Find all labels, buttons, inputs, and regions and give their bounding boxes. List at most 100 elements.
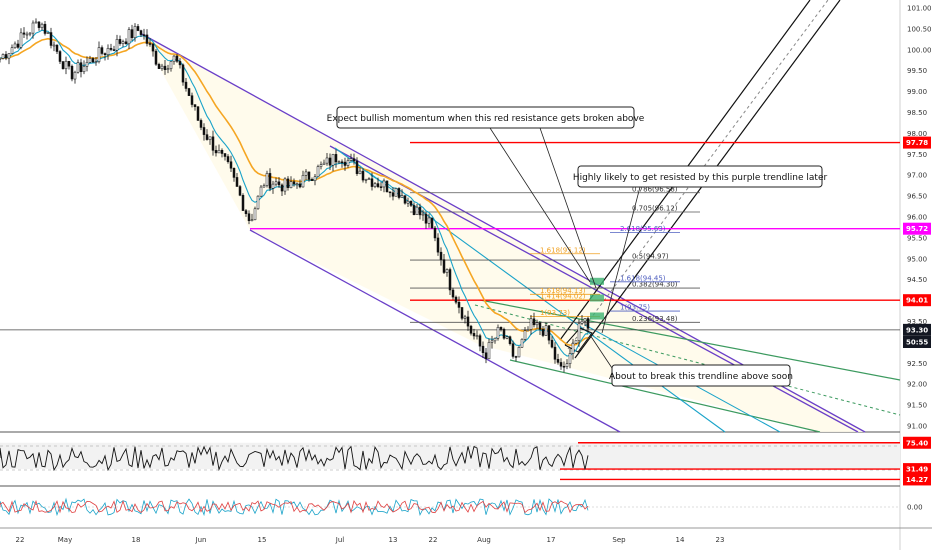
x-tick-label: Sep <box>612 536 626 544</box>
candle-body <box>136 26 140 31</box>
candle-body <box>427 217 431 224</box>
fib-level-label: 0.236(93.48) <box>632 315 678 323</box>
candle-body <box>145 34 149 44</box>
rsi-tag-label: 14.27 <box>906 476 928 484</box>
candle-body <box>94 61 98 63</box>
candle-body <box>493 337 497 342</box>
x-tick-label: May <box>58 536 72 544</box>
candle-body <box>532 318 536 326</box>
candle-body <box>364 179 368 181</box>
y-tick-label: 98.00 <box>907 130 927 138</box>
candle-body <box>247 213 251 222</box>
candle-body <box>346 160 350 166</box>
fib-extension-label: 1.618(95.12) <box>540 246 586 254</box>
candle-body <box>304 171 308 176</box>
candle-body <box>322 162 326 165</box>
candle-body <box>34 21 38 24</box>
candle-body <box>25 33 29 36</box>
x-tick-label: Aug <box>477 536 491 544</box>
candle-body <box>226 156 230 162</box>
candle-body <box>43 23 47 34</box>
candle-body <box>280 184 284 192</box>
y-tick-label: 99.50 <box>907 67 927 75</box>
candle-body <box>238 186 242 196</box>
candle-body <box>202 127 206 135</box>
candle-body <box>520 339 524 348</box>
candle-body <box>448 269 452 291</box>
fib-extension-label: 1.414(94.02) <box>540 292 586 300</box>
green-channel-lower <box>509 359 821 433</box>
fib-extension-label: 1(93.75) <box>620 304 650 312</box>
candle-body <box>484 352 488 360</box>
candle-body <box>73 71 77 80</box>
candle-body <box>538 322 542 330</box>
candle-body <box>418 206 422 216</box>
candle-body <box>544 325 548 336</box>
price-tag <box>903 336 931 348</box>
candle-body <box>124 41 128 45</box>
x-tick-label: Jul <box>335 536 345 544</box>
candle-body <box>253 208 257 221</box>
x-tick-label: 18 <box>132 536 141 544</box>
candle-body <box>454 296 458 303</box>
candle-body <box>343 161 347 166</box>
candle-body <box>379 186 383 188</box>
candle-body <box>160 65 164 69</box>
candle-body <box>553 346 557 360</box>
price-tag <box>903 323 931 336</box>
fib-extension-label: 1.618(94.45) <box>620 274 666 282</box>
candle-body <box>439 251 443 260</box>
candle-body <box>181 64 185 83</box>
candle-body <box>385 180 389 193</box>
price-tag <box>903 222 931 235</box>
candle-body <box>334 154 338 163</box>
annotation-box <box>336 106 635 129</box>
fibonacci-layer: 0.786(96.58) 0.705(96.12) 0.5(94.97) 0.382(… <box>410 185 700 353</box>
x-tick-label: 13 <box>389 536 398 544</box>
annotation-pointer <box>589 334 613 369</box>
candle-body <box>529 318 533 330</box>
fib-level-label: 0.5(94.97) <box>632 253 669 261</box>
candle-body <box>139 30 143 35</box>
candle-body <box>268 173 272 189</box>
candle-body <box>457 302 461 308</box>
candle-body <box>16 43 20 48</box>
candle-body <box>22 32 26 35</box>
candle-body <box>382 180 386 188</box>
candle-body <box>370 178 374 187</box>
candle-body <box>85 62 89 67</box>
y-tick-label: 92.50 <box>907 360 927 368</box>
rsi-line <box>0 445 589 472</box>
candle-body <box>316 166 320 178</box>
time-axis[interactable]: 22 May 18 Jun 15 Jul 13 22 Aug 17 Sep 14 23 <box>16 536 725 544</box>
candle-body <box>214 150 218 154</box>
y-tick-label: 97.50 <box>907 151 927 159</box>
candle-body <box>319 164 323 167</box>
candle-body <box>151 43 155 52</box>
candle-body <box>172 55 176 62</box>
candle-body <box>187 88 191 96</box>
y-tick-label: 91.00 <box>907 423 927 431</box>
candle-body <box>376 183 380 187</box>
candle-body <box>526 329 530 332</box>
candle-body <box>409 200 413 206</box>
y-tick-label: 97.00 <box>907 172 927 180</box>
candle-body <box>103 53 107 56</box>
candle-body <box>184 81 188 89</box>
candle-body <box>0 58 2 60</box>
candle-body <box>424 213 428 224</box>
candle-body <box>466 316 470 327</box>
candle-body <box>574 340 578 344</box>
y-tick-label: 99.00 <box>907 88 927 96</box>
candle-body <box>121 41 125 44</box>
candle-body <box>115 39 119 51</box>
candle-body <box>67 60 71 67</box>
candle-body <box>568 353 572 364</box>
candle-body <box>328 157 332 166</box>
candle-body <box>394 188 398 197</box>
candle-body <box>55 44 59 52</box>
x-tick-label: 22 <box>16 536 25 544</box>
candle-body <box>403 195 407 204</box>
candle-body <box>208 136 212 140</box>
